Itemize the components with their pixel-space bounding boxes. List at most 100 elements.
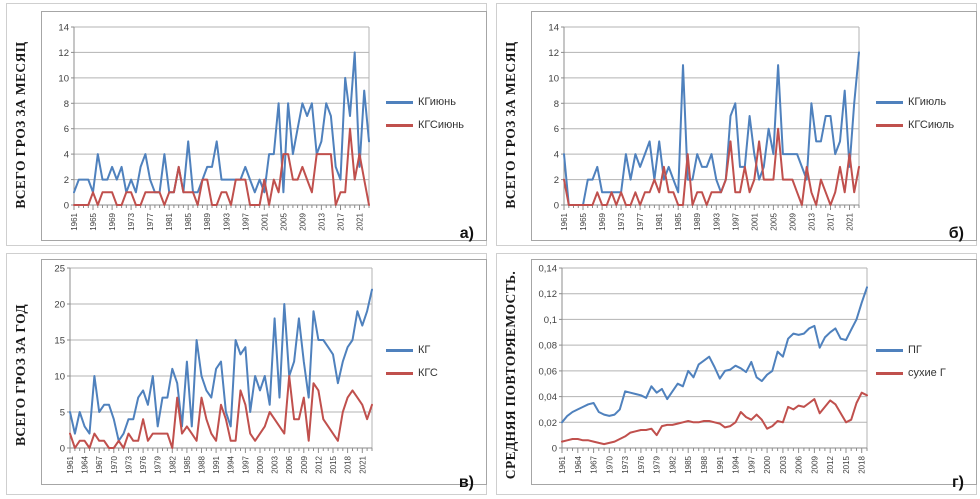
legend-label: КГСиюнь: [418, 119, 465, 131]
svg-text:0: 0: [552, 444, 557, 455]
svg-text:1982: 1982: [168, 455, 177, 473]
panel-b: ВСЕГО ГРОЗ ЗА МЕСЯЦ 0 2 4 6 8 10 12 14 1961 1965 1…: [490, 0, 980, 250]
svg-text:12: 12: [58, 48, 69, 59]
svg-text:1985: 1985: [184, 212, 193, 230]
legend: КГ КГС: [386, 344, 482, 379]
svg-text:1985: 1985: [674, 212, 683, 230]
svg-text:2021: 2021: [356, 212, 365, 230]
svg-text:2000: 2000: [256, 455, 265, 473]
svg-text:2006: 2006: [285, 455, 294, 473]
panel-letter-label: а): [459, 225, 474, 242]
legend-label: КГСиюль: [908, 119, 955, 131]
legend-line-swatch: [876, 100, 903, 104]
svg-text:1970: 1970: [605, 455, 614, 473]
svg-text:1981: 1981: [655, 212, 664, 230]
svg-text:1988: 1988: [700, 455, 709, 473]
svg-text:5: 5: [60, 408, 65, 419]
svg-text:6: 6: [64, 124, 69, 135]
legend-line-swatch: [386, 371, 413, 375]
svg-text:2003: 2003: [271, 455, 280, 473]
panel-v: ВСЕГО ГРОЗ ЗА ГОД 0 5 10 15 20 25 1961 1964 1967…: [0, 250, 490, 499]
legend-label: КГС: [418, 367, 438, 379]
svg-text:2009: 2009: [810, 455, 819, 473]
svg-text:1969: 1969: [108, 212, 117, 230]
legend-item: КГСиюль: [876, 119, 972, 131]
chart-area: 0 2 4 6 8 10 12 14 1961 1965 1969 1973 1977 1981 1985 1…: [531, 11, 977, 241]
svg-text:1989: 1989: [203, 212, 212, 230]
y-axis-title: ВСЕГО ГРОЗ ЗА МЕСЯЦ: [503, 41, 518, 209]
svg-text:14: 14: [548, 23, 559, 34]
svg-text:1994: 1994: [732, 455, 741, 473]
svg-text:1985: 1985: [183, 455, 192, 473]
svg-text:1973: 1973: [617, 212, 626, 230]
legend-label: КГ: [418, 344, 431, 356]
svg-text:1997: 1997: [747, 455, 756, 473]
svg-text:10: 10: [54, 372, 65, 383]
svg-text:2001: 2001: [260, 212, 269, 230]
svg-text:15: 15: [54, 336, 65, 347]
svg-text:1979: 1979: [653, 455, 662, 473]
svg-text:1961: 1961: [70, 212, 79, 230]
svg-text:1961: 1961: [558, 455, 567, 473]
svg-text:2: 2: [554, 175, 559, 186]
svg-text:1994: 1994: [227, 455, 236, 473]
svg-text:0,04: 0,04: [539, 392, 558, 403]
svg-text:1991: 1991: [212, 455, 221, 473]
y-axis-title: СРЕДНЯЯ ПОВТОРЯЕМОСТЬ.: [503, 270, 518, 479]
svg-text:2017: 2017: [337, 212, 346, 230]
svg-text:2013: 2013: [317, 212, 326, 230]
legend-line-swatch: [876, 123, 903, 127]
svg-text:0,1: 0,1: [544, 315, 557, 326]
panel-g: СРЕДНЯЯ ПОВТОРЯЕМОСТЬ. 0 0,02 0,04 0,06 0,08…: [490, 250, 980, 499]
svg-text:2009: 2009: [300, 455, 309, 473]
line-plot: 0 2 4 6 8 10 12 14 1961 1965 1969 1973 1977 1981 1985 1…: [548, 23, 860, 231]
svg-text:0,14: 0,14: [539, 264, 558, 275]
svg-text:1997: 1997: [241, 455, 250, 473]
svg-text:14: 14: [58, 23, 69, 34]
line-plot: 0 0,02 0,04 0,06 0,08 0,1 0,12 0,14 1961 1964 1967…: [539, 264, 868, 474]
legend-item: КГ: [386, 344, 482, 356]
legend-item: сухие Г: [876, 367, 972, 379]
svg-text:10: 10: [548, 73, 559, 84]
legend-item: КГиюль: [876, 96, 972, 108]
svg-text:1993: 1993: [712, 212, 721, 230]
legend-item: КГСиюнь: [386, 119, 482, 131]
svg-text:1997: 1997: [731, 212, 740, 230]
svg-text:1973: 1973: [621, 455, 630, 473]
svg-text:2018: 2018: [344, 455, 353, 473]
svg-text:0: 0: [64, 201, 69, 212]
legend-label: КГиюнь: [418, 96, 456, 108]
svg-text:4: 4: [64, 150, 69, 161]
svg-text:2017: 2017: [827, 212, 836, 230]
svg-text:1982: 1982: [668, 455, 677, 473]
svg-text:2015: 2015: [329, 455, 338, 473]
svg-text:0: 0: [554, 201, 559, 212]
svg-text:1991: 1991: [716, 455, 725, 473]
panel-a: ВСЕГО ГРОЗ ЗА МЕСЯЦ 0 2 4 6 8 10 12 14 1961 1965 1…: [0, 0, 490, 250]
svg-text:4: 4: [554, 150, 559, 161]
svg-text:2021: 2021: [358, 455, 367, 473]
chart-area: 0 5 10 15 20 25 1961 1964 1967 1970 1973 1976 1979 19…: [41, 259, 487, 485]
panel-letter-label: б): [948, 225, 964, 242]
svg-text:1977: 1977: [146, 212, 155, 230]
svg-text:25: 25: [54, 264, 65, 275]
svg-text:1979: 1979: [154, 455, 163, 473]
svg-text:10: 10: [58, 73, 69, 84]
legend-line-swatch: [386, 100, 413, 104]
svg-text:1973: 1973: [127, 212, 136, 230]
y-axis-title: ВСЕГО ГРОЗ ЗА ГОД: [13, 303, 28, 446]
svg-text:2009: 2009: [298, 212, 307, 230]
svg-text:1976: 1976: [139, 455, 148, 473]
legend-item: ПГ: [876, 344, 972, 356]
legend-line-swatch: [386, 123, 413, 127]
svg-text:0: 0: [60, 444, 65, 455]
svg-text:1988: 1988: [198, 455, 207, 473]
svg-text:2001: 2001: [750, 212, 759, 230]
svg-text:0,06: 0,06: [539, 366, 558, 377]
svg-text:1967: 1967: [95, 455, 104, 473]
svg-text:1985: 1985: [684, 455, 693, 473]
svg-text:0,08: 0,08: [539, 341, 558, 352]
svg-text:2015: 2015: [842, 455, 851, 473]
svg-text:1973: 1973: [125, 455, 134, 473]
